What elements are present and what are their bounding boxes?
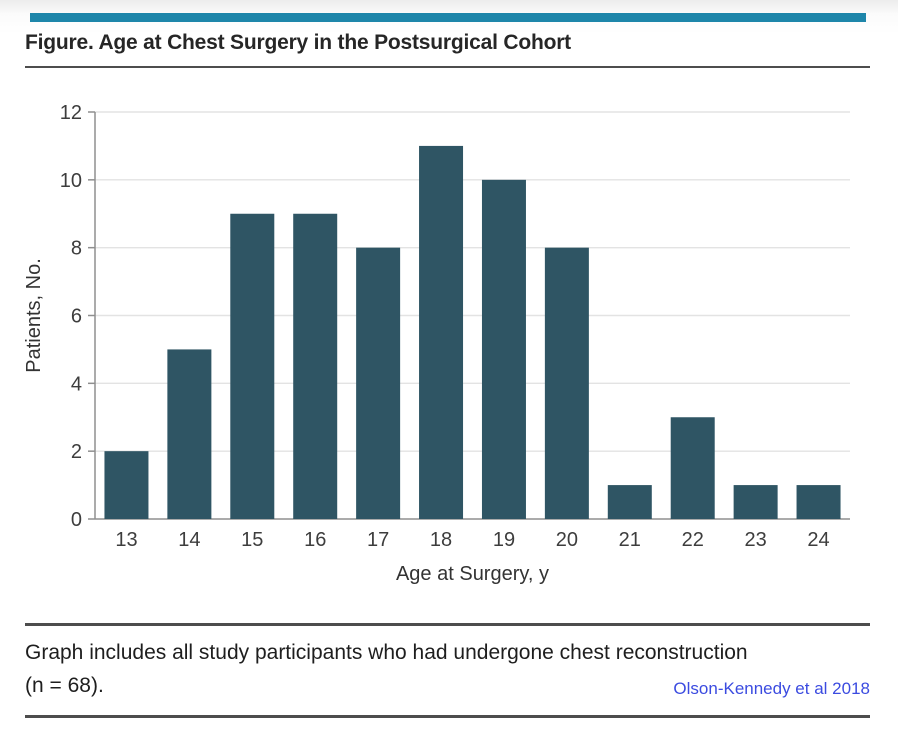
- citation-link[interactable]: Olson-Kennedy et al 2018: [673, 679, 870, 698]
- figure-title: Figure. Age at Chest Surgery in the Post…: [25, 31, 571, 54]
- caption-line-2: (n = 68).: [25, 674, 104, 697]
- x-tick-label: 15: [241, 529, 263, 551]
- x-tick-label: 13: [115, 529, 137, 551]
- x-tick-label: 19: [493, 529, 515, 551]
- caption-top-divider: [25, 623, 870, 626]
- bar-age-19: [481, 179, 526, 519]
- bar-age-16: [293, 213, 338, 519]
- bar-age-23: [733, 485, 778, 519]
- bar-age-24: [796, 485, 841, 519]
- x-tick-label: 20: [556, 529, 578, 551]
- y-tick-label: 8: [71, 238, 82, 260]
- x-tick-label: 24: [807, 529, 829, 551]
- caption-line-1: Graph includes all study participants wh…: [25, 641, 748, 664]
- y-tick-label: 6: [71, 306, 82, 328]
- x-tick-label: 23: [745, 529, 767, 551]
- bar-age-14: [167, 349, 212, 519]
- y-axis-title: Patients, No.: [23, 258, 45, 373]
- y-tick-label: 2: [71, 441, 82, 463]
- x-axis-title: Age at Surgery, y: [396, 563, 549, 585]
- bar-age-17: [356, 247, 401, 519]
- x-tick-label: 17: [367, 529, 389, 551]
- title-divider: [25, 66, 870, 68]
- bar-age-18: [419, 145, 464, 519]
- bottom-divider: [25, 715, 870, 718]
- x-tick-label: 14: [178, 529, 200, 551]
- y-tick-label: 4: [71, 373, 82, 395]
- bar-age-13: [104, 451, 149, 519]
- x-tick-label: 21: [619, 529, 641, 551]
- x-tick-label: 22: [682, 529, 704, 551]
- bar-age-22: [670, 417, 715, 519]
- figure-caption: Graph includes all study participants wh…: [25, 636, 870, 702]
- accent-bar: [30, 13, 866, 22]
- x-tick-label: 16: [304, 529, 326, 551]
- bar-age-15: [230, 213, 275, 519]
- bar-chart: 0 2 4 6 8 10 12 13 14 15 16 17 18 19 20 21 22 23 24 Age at …: [0, 88, 898, 608]
- bar-age-20: [544, 247, 589, 519]
- y-tick-label: 10: [60, 170, 82, 192]
- y-tick-label: 12: [60, 102, 82, 124]
- y-tick-label: 0: [71, 509, 82, 531]
- x-tick-label: 18: [430, 529, 452, 551]
- bar-age-21: [607, 485, 652, 519]
